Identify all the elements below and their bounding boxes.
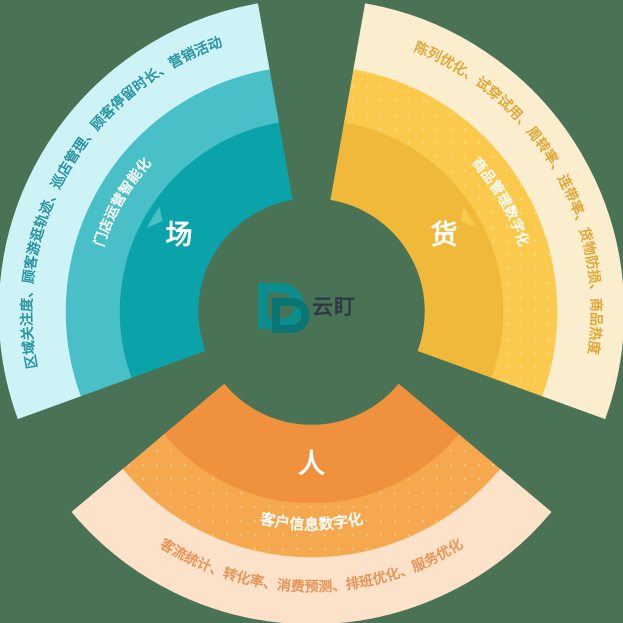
svg-text:货: 货 <box>431 219 458 250</box>
svg-text:云盯: 云盯 <box>312 296 356 319</box>
svg-text:场: 场 <box>166 220 193 250</box>
svg-text:人: 人 <box>298 449 325 479</box>
